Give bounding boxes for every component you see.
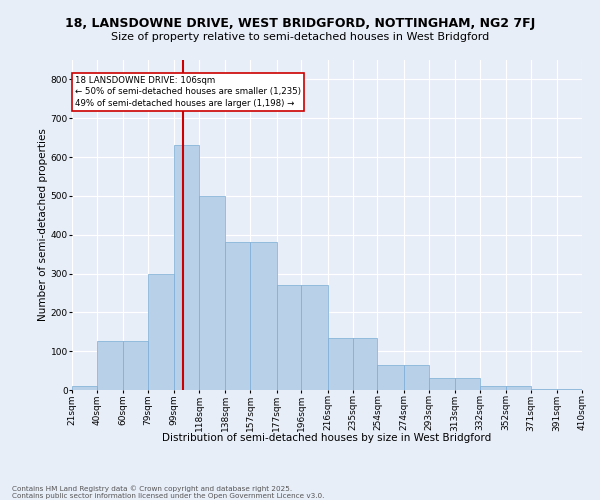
Bar <box>480 386 506 390</box>
Bar <box>226 242 250 390</box>
Bar <box>377 365 404 390</box>
Bar <box>301 285 328 390</box>
Bar <box>328 338 353 390</box>
Y-axis label: Number of semi-detached properties: Number of semi-detached properties <box>38 128 48 322</box>
Bar <box>123 342 148 390</box>
Bar <box>531 389 557 390</box>
Bar <box>97 342 123 390</box>
Text: 18, LANSDOWNE DRIVE, WEST BRIDGFORD, NOTTINGHAM, NG2 7FJ: 18, LANSDOWNE DRIVE, WEST BRIDGFORD, NOT… <box>65 18 535 30</box>
Text: Size of property relative to semi-detached houses in West Bridgford: Size of property relative to semi-detach… <box>111 32 489 42</box>
Bar <box>455 378 480 390</box>
Bar <box>404 365 428 390</box>
Bar <box>506 386 531 390</box>
Bar <box>277 285 301 390</box>
Bar <box>148 274 174 390</box>
Bar <box>353 338 377 390</box>
X-axis label: Distribution of semi-detached houses by size in West Bridgford: Distribution of semi-detached houses by … <box>163 434 491 444</box>
Bar <box>72 386 97 390</box>
Bar <box>174 146 199 390</box>
Text: Contains HM Land Registry data © Crown copyright and database right 2025.
Contai: Contains HM Land Registry data © Crown c… <box>12 486 325 499</box>
Text: 18 LANSDOWNE DRIVE: 106sqm
← 50% of semi-detached houses are smaller (1,235)
49%: 18 LANSDOWNE DRIVE: 106sqm ← 50% of semi… <box>74 76 301 108</box>
Bar <box>250 242 277 390</box>
Bar <box>557 389 582 390</box>
Bar <box>199 196 226 390</box>
Bar <box>428 378 455 390</box>
